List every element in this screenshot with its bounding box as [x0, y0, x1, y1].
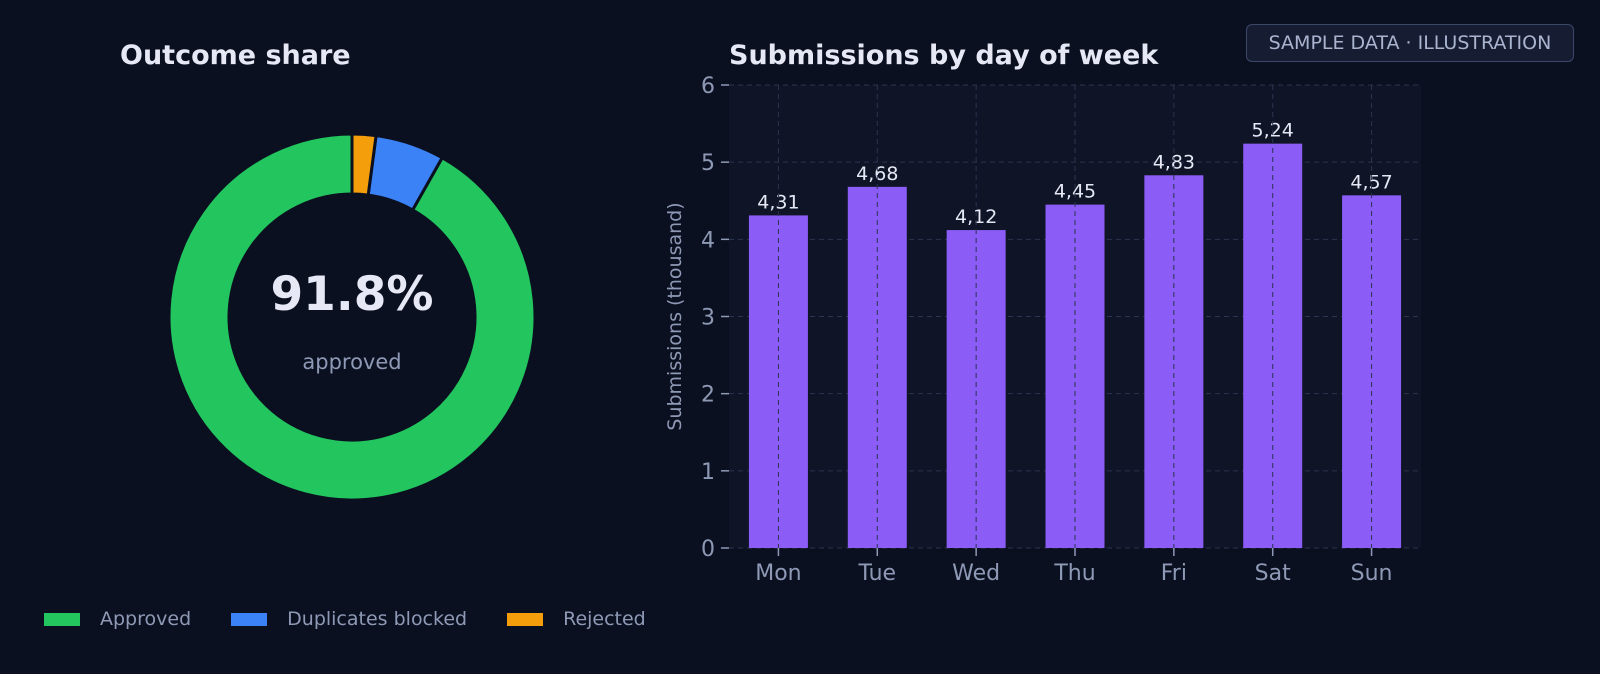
x-tick-label: Mon — [755, 561, 801, 586]
y-tick-label: 2 — [701, 383, 715, 408]
legend-item-rejected: Rejected — [507, 608, 646, 630]
bar-data-label: 4,57 — [1350, 171, 1392, 193]
x-tick-label: Fri — [1161, 561, 1187, 586]
bar-data-label: 4,12 — [955, 206, 997, 228]
x-tick-label: Sun — [1351, 561, 1393, 586]
sample-data-badge: SAMPLE DATA · ILLUSTRATION — [1246, 24, 1574, 62]
x-tick-label: Wed — [952, 561, 1000, 586]
donut-chart-title: Outcome share — [120, 40, 351, 71]
legend-label-approved: Approved — [100, 608, 192, 630]
y-tick-label: 3 — [701, 306, 715, 331]
donut-slice-approved — [167, 132, 537, 502]
bar-data-label: 4,45 — [1054, 181, 1096, 203]
bar-sun — [1342, 195, 1402, 548]
legend-item-approved: Approved — [44, 608, 191, 630]
y-tick-label: 0 — [701, 537, 715, 562]
donut-legend: Approved Duplicates blocked Rejected — [44, 608, 686, 630]
legend-item-duplicates-blocked: Duplicates blocked — [231, 608, 467, 630]
x-tick-label: Sat — [1255, 561, 1291, 586]
legend-label-duplicates-blocked: Duplicates blocked — [287, 608, 468, 630]
bar-data-label: 4,68 — [856, 163, 898, 185]
y-tick-label: 5 — [701, 151, 715, 176]
bar-chart-title: Submissions by day of week — [729, 40, 1159, 71]
legend-swatch-duplicates-blocked — [231, 612, 268, 626]
x-tick-label: Tue — [857, 561, 896, 586]
legend-swatch-approved — [44, 612, 80, 626]
y-axis-title: Submissions (thousand) — [664, 202, 686, 430]
y-tick-label: 4 — [701, 228, 715, 253]
bar-data-label: 4,83 — [1153, 151, 1195, 173]
donut-center-value: 91.8% — [270, 267, 433, 322]
y-tick-label: 1 — [701, 460, 715, 485]
y-tick-label: 6 — [701, 74, 715, 99]
donut-center-label: approved — [302, 350, 401, 374]
legend-swatch-rejected — [507, 612, 544, 626]
legend-label-rejected: Rejected — [563, 608, 646, 630]
x-tick-label: Thu — [1053, 561, 1095, 586]
bar-axes: 0 1 2 3 4 5 6 Mon Tue Wed Thu Fri Sat Sun — [701, 74, 1393, 586]
donut-slice-rejected — [350, 132, 378, 197]
donut-slices — [167, 132, 537, 502]
